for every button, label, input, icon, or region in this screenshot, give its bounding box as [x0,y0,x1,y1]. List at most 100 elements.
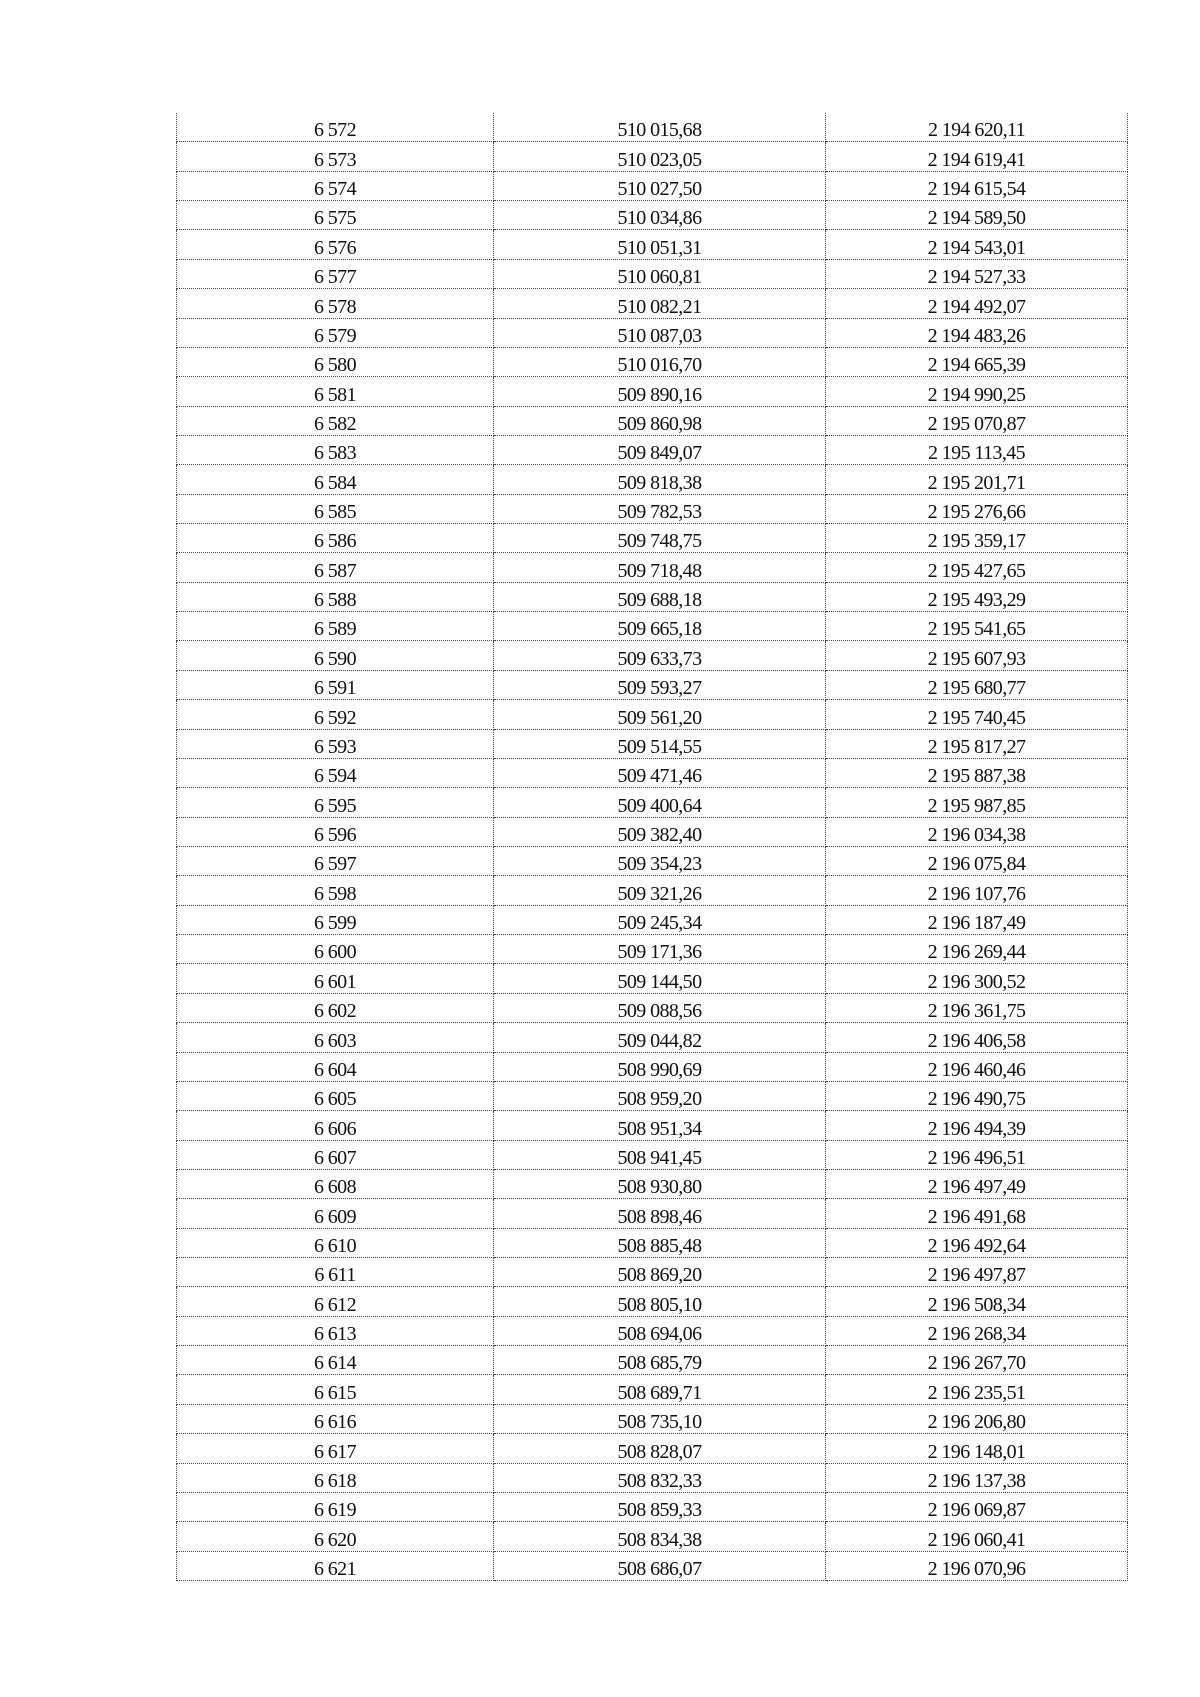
table-row: 6 617 508 828,07 2 196 148,01 [176,1433,1128,1464]
table-row: 6 582 509 860,98 2 195 070,87 [176,405,1128,436]
table-row: 6 589 509 665,18 2 195 541,65 [176,611,1128,642]
x-coordinate-cell: 509 860,98 [493,405,826,436]
point-number-cell: 6 577 [176,258,494,290]
y-coordinate-cell: 2 196 034,38 [825,816,1128,847]
point-number-cell: 6 599 [176,904,494,936]
table-row: 6 621 508 686,07 2 196 070,96 [176,1550,1128,1581]
x-coordinate-cell: 509 088,56 [493,992,826,1024]
point-number-cell: 6 614 [176,1345,494,1376]
y-coordinate-cell: 2 196 496,51 [825,1139,1128,1170]
y-coordinate-cell: 2 194 543,01 [825,229,1128,260]
point-number-cell: 6 593 [176,728,494,759]
y-coordinate-cell: 2 195 359,17 [825,523,1128,554]
x-coordinate-cell: 510 034,86 [493,200,826,231]
x-coordinate-cell: 509 561,20 [493,699,826,730]
point-number-cell: 6 581 [176,376,494,407]
point-number-cell: 6 595 [176,787,494,818]
point-number-cell: 6 608 [176,1168,494,1200]
point-number-cell: 6 603 [176,1022,494,1053]
x-coordinate-cell: 509 354,23 [493,845,826,877]
x-coordinate-cell: 509 514,55 [493,728,826,759]
point-number-cell: 6 601 [176,963,494,994]
table-row: 6 601 509 144,50 2 196 300,52 [176,963,1128,994]
point-number-cell: 6 617 [176,1433,494,1464]
table-row: 6 590 509 633,73 2 195 607,93 [176,640,1128,671]
y-coordinate-cell: 2 196 497,49 [825,1168,1128,1200]
x-coordinate-cell: 508 832,33 [493,1462,826,1493]
y-coordinate-cell: 2 196 267,70 [825,1345,1128,1376]
y-coordinate-cell: 2 196 491,68 [825,1198,1128,1229]
x-coordinate-cell: 509 782,53 [493,493,826,525]
x-coordinate-cell: 509 718,48 [493,552,826,583]
x-coordinate-cell: 510 015,68 [493,113,826,143]
x-coordinate-cell: 508 990,69 [493,1051,826,1082]
point-number-cell: 6 582 [176,405,494,436]
table-row: 6 611 508 869,20 2 196 497,87 [176,1257,1128,1288]
table-row: 6 580 510 016,70 2 194 665,39 [176,346,1128,378]
table-row: 6 576 510 051,31 2 194 543,01 [176,229,1128,260]
point-number-cell: 6 611 [176,1257,494,1288]
x-coordinate-cell: 508 828,07 [493,1433,826,1464]
point-number-cell: 6 600 [176,934,494,965]
y-coordinate-cell: 2 195 987,85 [825,787,1128,818]
point-number-cell: 6 580 [176,346,494,378]
table-row: 6 618 508 832,33 2 196 137,38 [176,1462,1128,1493]
table-row: 6 620 508 834,38 2 196 060,41 [176,1521,1128,1552]
table-row: 6 614 508 685,79 2 196 267,70 [176,1345,1128,1376]
table-row: 6 577 510 060,81 2 194 527,33 [176,258,1128,290]
y-coordinate-cell: 2 195 887,38 [825,757,1128,789]
table-row: 6 584 509 818,38 2 195 201,71 [176,464,1128,495]
x-coordinate-cell: 508 885,48 [493,1227,826,1259]
point-number-cell: 6 621 [176,1550,494,1581]
y-coordinate-cell: 2 194 620,11 [825,113,1128,143]
point-number-cell: 6 585 [176,493,494,525]
table-row: 6 604 508 990,69 2 196 460,46 [176,1051,1128,1082]
table-row: 6 574 510 027,50 2 194 615,54 [176,170,1128,202]
table-row: 6 587 509 718,48 2 195 427,65 [176,552,1128,583]
y-coordinate-cell: 2 196 406,58 [825,1022,1128,1053]
x-coordinate-cell: 508 930,80 [493,1168,826,1200]
x-coordinate-cell: 508 694,06 [493,1315,826,1347]
table-row: 6 578 510 082,21 2 194 492,07 [176,288,1128,319]
table-row: 6 581 509 890,16 2 194 990,25 [176,376,1128,407]
y-coordinate-cell: 2 195 817,27 [825,728,1128,759]
y-coordinate-cell: 2 195 740,45 [825,699,1128,730]
table-row: 6 602 509 088,56 2 196 361,75 [176,992,1128,1024]
y-coordinate-cell: 2 196 508,34 [825,1286,1128,1317]
table-row: 6 616 508 735,10 2 196 206,80 [176,1403,1128,1435]
point-number-cell: 6 616 [176,1403,494,1435]
table-row: 6 605 508 959,20 2 196 490,75 [176,1080,1128,1112]
point-number-cell: 6 579 [176,317,494,348]
y-coordinate-cell: 2 196 268,34 [825,1315,1128,1347]
x-coordinate-cell: 510 060,81 [493,258,826,290]
point-number-cell: 6 597 [176,845,494,877]
point-number-cell: 6 618 [176,1462,494,1493]
y-coordinate-cell: 2 196 269,44 [825,934,1128,965]
x-coordinate-cell: 509 144,50 [493,963,826,994]
y-coordinate-cell: 2 194 665,39 [825,346,1128,378]
x-coordinate-cell: 509 245,34 [493,904,826,936]
x-coordinate-cell: 509 688,18 [493,581,826,613]
y-coordinate-cell: 2 195 607,93 [825,640,1128,671]
x-coordinate-cell: 510 023,05 [493,141,826,172]
x-coordinate-cell: 509 748,75 [493,523,826,554]
point-number-cell: 6 583 [176,434,494,466]
point-number-cell: 6 596 [176,816,494,847]
x-coordinate-cell: 509 321,26 [493,875,826,906]
table-row: 6 606 508 951,34 2 196 494,39 [176,1110,1128,1141]
table-row: 6 585 509 782,53 2 195 276,66 [176,493,1128,525]
point-number-cell: 6 598 [176,875,494,906]
table-row: 6 579 510 087,03 2 194 483,26 [176,317,1128,348]
table-row: 6 594 509 471,46 2 195 887,38 [176,757,1128,789]
point-number-cell: 6 584 [176,464,494,495]
point-number-cell: 6 615 [176,1374,494,1405]
point-number-cell: 6 586 [176,523,494,554]
point-number-cell: 6 587 [176,552,494,583]
table-row: 6 573 510 023,05 2 194 619,41 [176,141,1128,172]
x-coordinate-cell: 509 171,36 [493,934,826,965]
x-coordinate-cell: 508 959,20 [493,1080,826,1112]
table-row: 6 588 509 688,18 2 195 493,29 [176,581,1128,613]
coordinates-table: 6 572 510 015,68 2 194 620,11 6 573 510 023,… [176,113,1128,1581]
table-row: 6 596 509 382,40 2 196 034,38 [176,816,1128,847]
x-coordinate-cell: 508 859,33 [493,1491,826,1523]
